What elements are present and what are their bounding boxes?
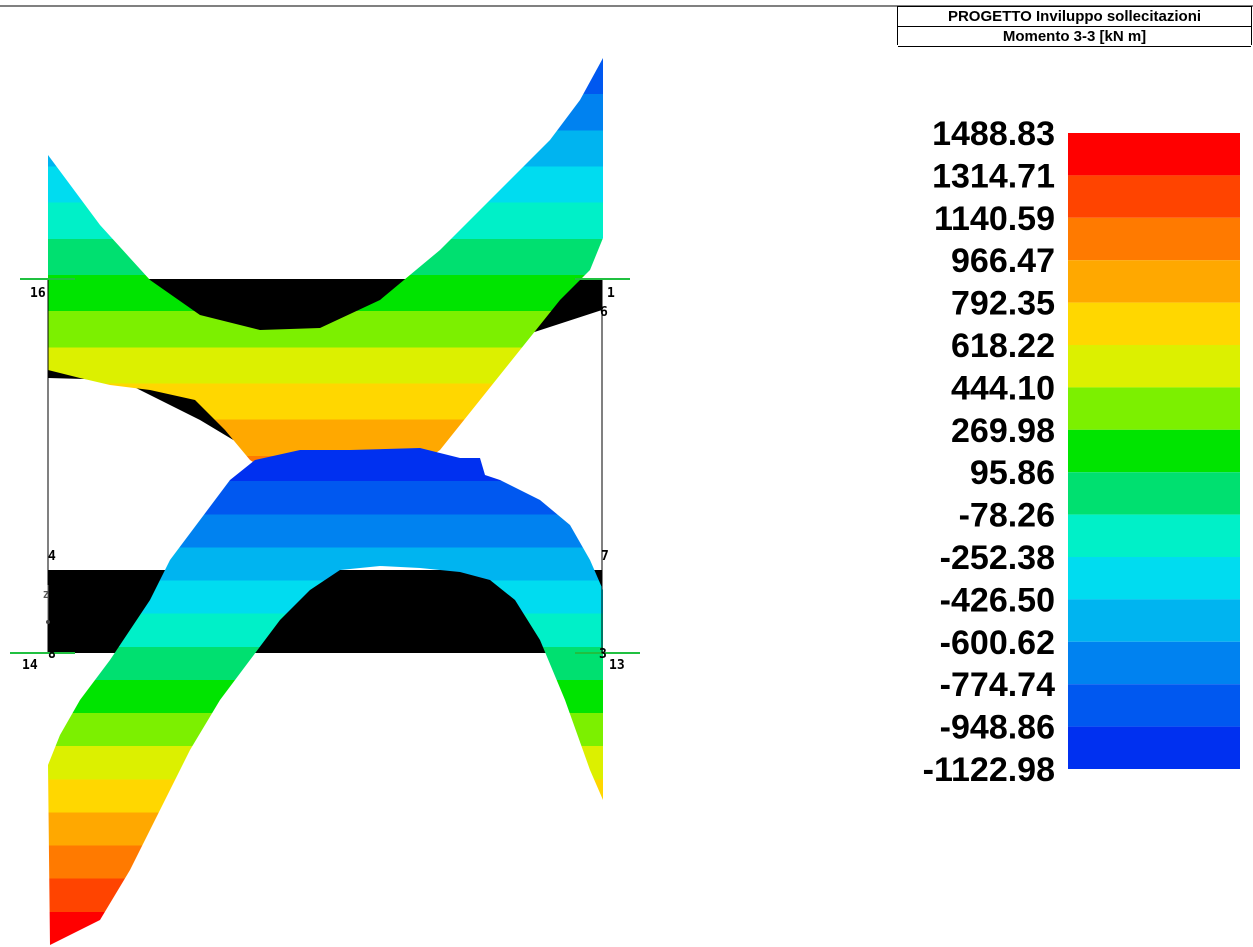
- legend-swatch: [1068, 133, 1240, 176]
- legend-value: 966.47: [951, 242, 1055, 280]
- title-box: PROGETTO Inviluppo sollecitazioni Moment…: [897, 6, 1252, 47]
- node-14: 14: [22, 658, 38, 673]
- node-8: 8: [48, 647, 56, 662]
- legend-swatch: [1068, 557, 1240, 600]
- legend-value: 1488.83: [932, 115, 1055, 153]
- quantity-title: Momento 3-3 [kN m]: [898, 27, 1251, 47]
- node-7: 7: [601, 549, 609, 564]
- legend-value: -600.62: [940, 624, 1055, 662]
- lower-diagram-fill: [48, 448, 603, 945]
- legend-swatch: [1068, 472, 1240, 515]
- legend-value: -252.38: [940, 539, 1055, 577]
- node-16: 16: [30, 286, 46, 301]
- legend-value: 1140.59: [934, 200, 1055, 238]
- legend-value: -774.74: [940, 666, 1055, 704]
- node-9: 9: [582, 286, 590, 301]
- legend-value: 792.35: [951, 285, 1055, 323]
- legend-swatch: [1068, 429, 1240, 473]
- legend-value: -1122.98: [923, 751, 1055, 789]
- color-legend: 1488.83 1314.71 1140.59 966.47 792.35 618.22 4…: [923, 115, 1240, 789]
- axis-z-label: Z: [43, 590, 49, 601]
- legend-swatch: [1068, 345, 1240, 388]
- legend-value: -948.86: [940, 709, 1055, 747]
- upper-diagram-fill: [48, 58, 603, 490]
- node-1: 1: [607, 286, 615, 301]
- lower-moment-diagram: [48, 448, 603, 945]
- legend-swatch: [1068, 726, 1240, 769]
- legend-value: -426.50: [940, 581, 1055, 619]
- legend-value: -78.26: [959, 497, 1055, 535]
- legend-value: 444.10: [951, 369, 1055, 407]
- legend-swatch: [1068, 684, 1240, 727]
- node-4: 4: [48, 549, 56, 564]
- legend-swatch: [1068, 302, 1240, 345]
- legend-value: 269.98: [951, 412, 1055, 450]
- project-title: PROGETTO Inviluppo sollecitazioni: [898, 7, 1251, 27]
- legend-swatch: [1068, 260, 1240, 303]
- legend-swatch: [1068, 175, 1240, 218]
- legend-value: 1314.71: [932, 157, 1055, 195]
- upper-moment-diagram: [48, 58, 603, 490]
- legend-swatch: [1068, 387, 1240, 430]
- legend-swatch: [1068, 599, 1240, 642]
- node-13: 13: [609, 658, 625, 673]
- legend-swatch: [1068, 514, 1240, 557]
- node-6: 6: [600, 305, 608, 320]
- axis-origin: [46, 620, 50, 624]
- legend-swatch: [1068, 217, 1240, 261]
- legend-value: 95.86: [970, 454, 1055, 492]
- legend-value: 618.22: [951, 327, 1055, 365]
- node-3: 3: [599, 647, 607, 662]
- legend-swatch: [1068, 641, 1240, 685]
